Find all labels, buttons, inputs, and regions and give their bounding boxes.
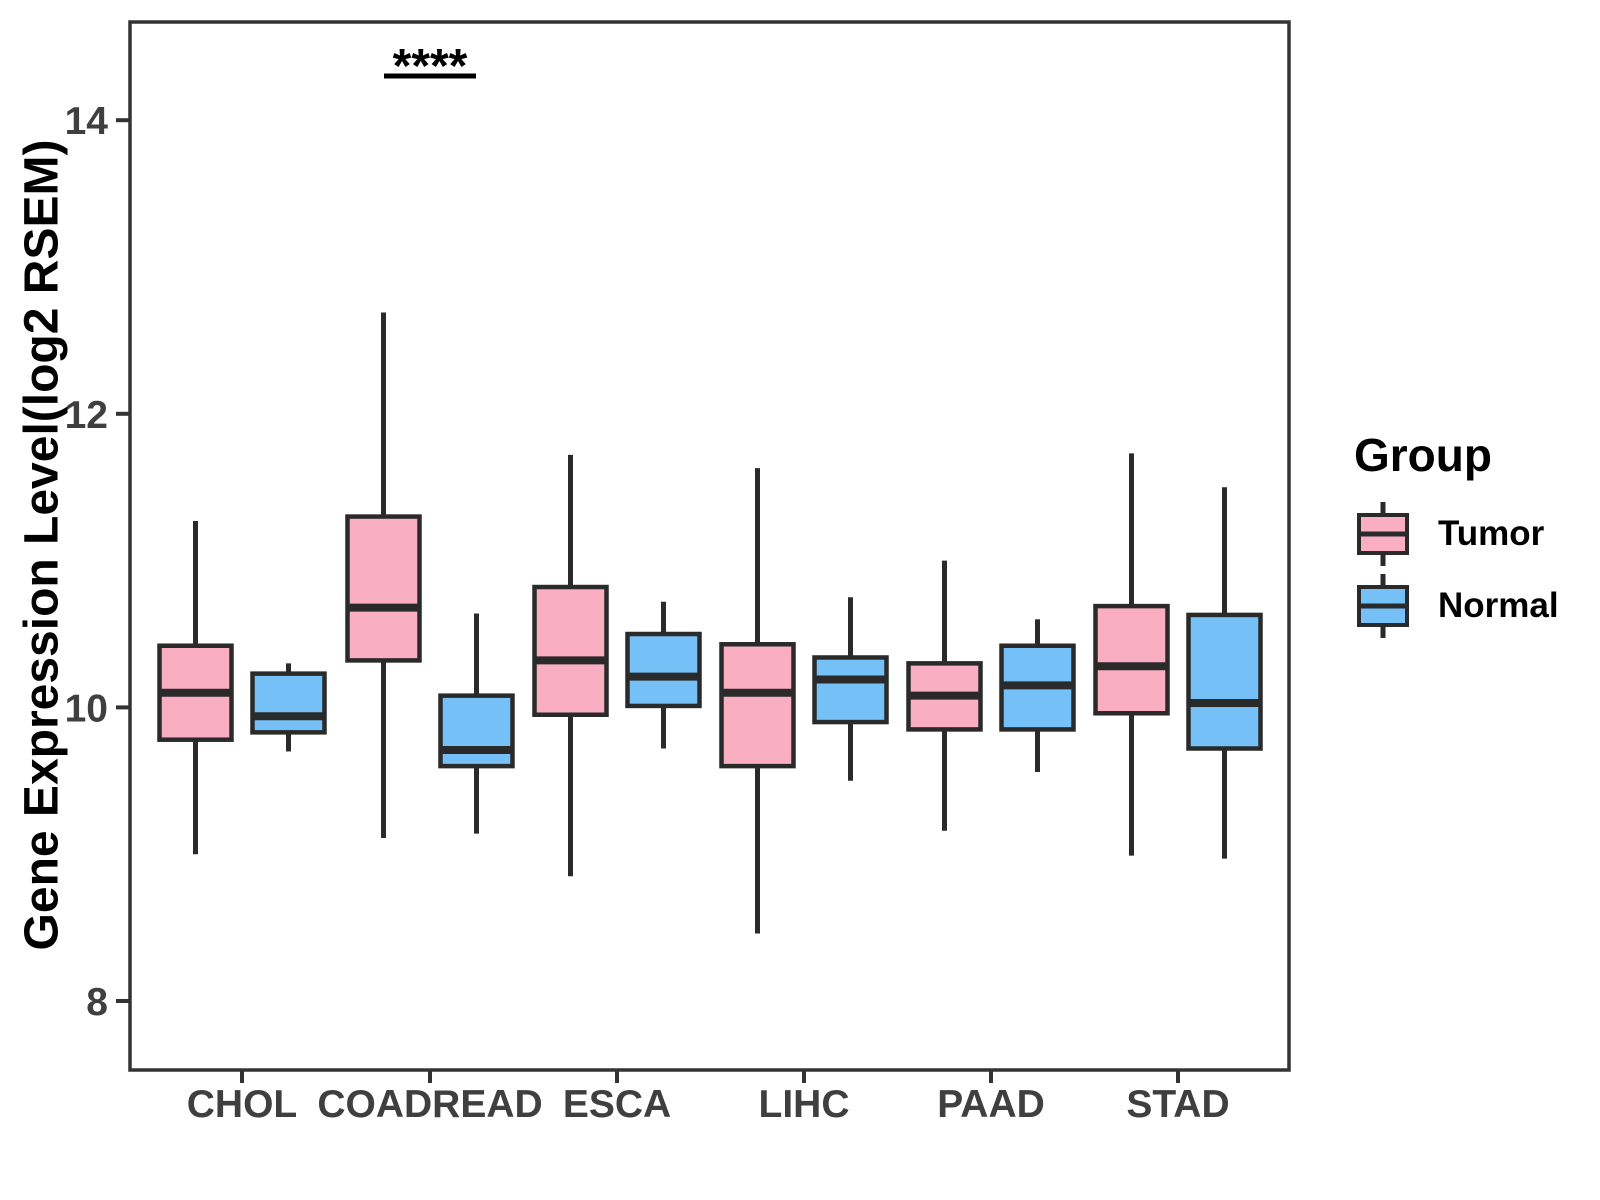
iqr-box (1186, 612, 1263, 751)
y-tick-label: 14 (65, 100, 109, 143)
iqr-box (532, 584, 609, 717)
panel-border (128, 20, 1291, 1072)
iqr-box (250, 671, 327, 735)
iqr-box (625, 631, 702, 709)
box-coadread-tumor (345, 312, 422, 839)
legend-label-tumor: Tumor (1438, 514, 1545, 553)
y-tick-label: 12 (65, 394, 108, 437)
box-chol-tumor (157, 520, 234, 855)
y-tick-label: 8 (86, 981, 108, 1024)
legend-title: Group (1354, 429, 1492, 481)
legend-item-tumor: Tumor (1352, 498, 1559, 570)
box-lihc-tumor (719, 468, 796, 934)
x-tick-label-stad: STAD (1126, 1083, 1229, 1126)
box-chol-normal (250, 663, 327, 752)
iqr-box (438, 693, 515, 769)
iqr-box (719, 642, 796, 769)
significance-stars: **** (393, 40, 468, 93)
box-stad-tumor (1093, 453, 1170, 856)
box-esca-normal (625, 601, 702, 749)
legend-label-normal: Normal (1438, 586, 1559, 625)
iqr-box (812, 655, 889, 725)
x-tick-label-lihc: LIHC (759, 1083, 850, 1126)
box-lihc-normal (812, 597, 889, 781)
x-tick-label-chol: CHOL (187, 1083, 298, 1126)
y-tick-label: 10 (65, 687, 108, 730)
box-paad-tumor (906, 560, 983, 831)
box-stad-normal (1186, 487, 1263, 859)
iqr-box (1093, 603, 1170, 716)
legend: Group Tumor Normal (1352, 428, 1559, 642)
box-esca-tumor (532, 454, 609, 877)
box-coadread-normal (438, 613, 515, 834)
y-axis-title: Gene Expression Level(log2 RSEM) (15, 139, 69, 951)
x-tick-label-coadread: COADREAD (317, 1083, 542, 1126)
x-tick-label-paad: PAAD (937, 1083, 1045, 1126)
box-paad-normal (999, 619, 1076, 772)
iqr-box (345, 514, 422, 663)
legend-item-normal: Normal (1352, 570, 1559, 642)
tumor-boxplot-glyph-icon (1357, 502, 1409, 566)
normal-boxplot-glyph-icon (1357, 574, 1409, 638)
x-tick-label-esca: ESCA (563, 1083, 671, 1126)
